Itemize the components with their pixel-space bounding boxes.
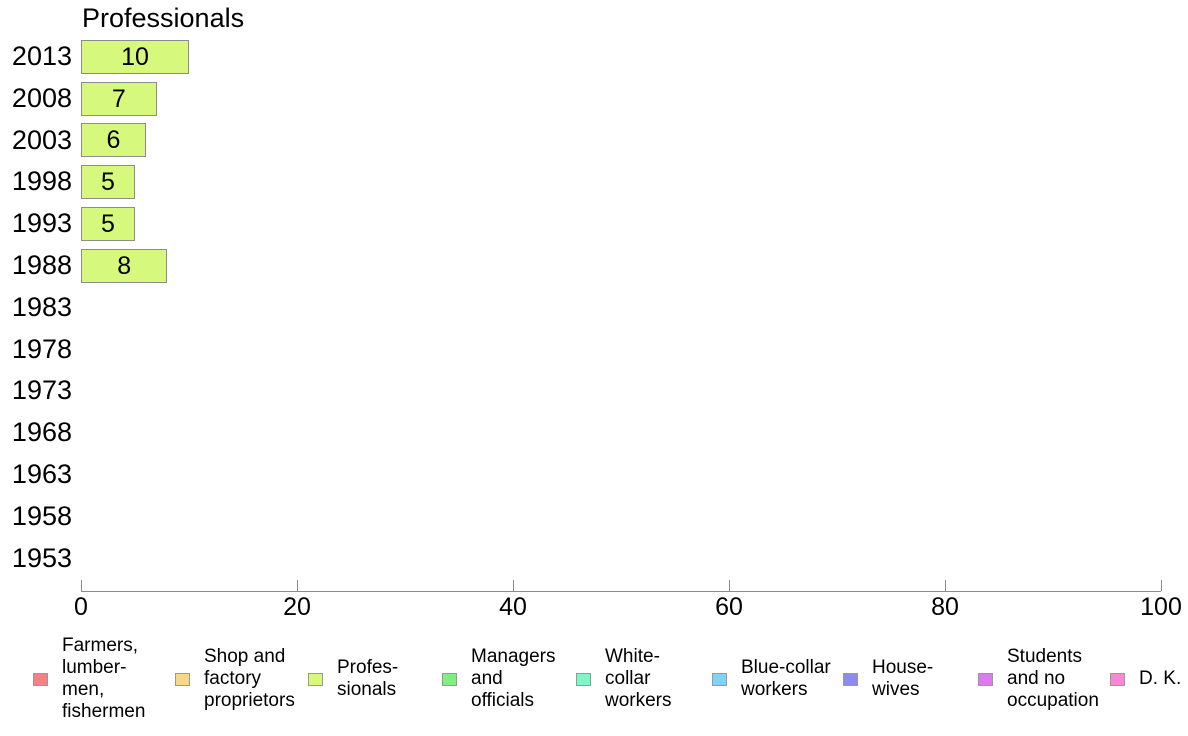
chart-row: 1953 <box>0 538 1188 580</box>
legend-item: D. K. <box>1110 668 1181 690</box>
legend-swatch <box>308 672 323 686</box>
legend-item: House- wives <box>843 657 933 701</box>
year-label: 2003 <box>11 124 72 155</box>
legend-swatch <box>442 672 457 686</box>
chart-row: 2008 7 <box>0 78 1188 120</box>
chart-row: 2013 10 <box>0 36 1188 78</box>
bar-value-label: 5 <box>101 168 115 197</box>
chart-row: 1993 5 <box>0 203 1188 245</box>
chart-rows: 2013 10 2008 7 2003 6 1998 5 1993 5 1988 8 1983 1978 1… <box>0 36 1188 579</box>
legend-swatch <box>33 672 48 686</box>
year-label: 1953 <box>11 542 72 573</box>
bar: 5 <box>81 207 135 242</box>
bar: 6 <box>81 123 146 158</box>
legend-item: Blue-collar workers <box>712 657 831 701</box>
legend-item: Managers and officials <box>442 646 556 712</box>
chart-row: 1958 <box>0 496 1188 538</box>
legend-label: Students and no occupation <box>1007 646 1099 711</box>
bar-value-label: 7 <box>111 84 126 113</box>
x-axis-tick-label: 100 <box>1140 593 1182 621</box>
legend-label: Managers and officials <box>471 646 556 711</box>
year-label: 1958 <box>11 500 72 531</box>
x-axis-tick <box>80 580 82 591</box>
x-axis-tick <box>296 580 298 591</box>
x-axis-tick-label: 0 <box>74 593 88 621</box>
legend-swatch <box>576 672 591 686</box>
bar: 8 <box>81 248 168 283</box>
legend-item: Shop and factory proprietors <box>175 646 295 712</box>
x-axis-tick <box>728 580 730 591</box>
legend-label: Shop and factory proprietors <box>204 646 295 711</box>
x-axis-tick <box>1160 580 1162 591</box>
year-label: 2013 <box>11 41 72 71</box>
x-axis-tick <box>944 580 946 591</box>
bar: 7 <box>81 81 157 116</box>
bar: 5 <box>81 165 135 200</box>
year-label: 1963 <box>11 458 72 489</box>
legend-label: White- collar workers <box>605 646 672 711</box>
year-label: 2008 <box>11 82 72 113</box>
bar-value-label: 10 <box>121 42 149 71</box>
legend-item: Profes- sionals <box>308 657 398 701</box>
bar: 10 <box>81 39 189 74</box>
legend-swatch <box>175 672 190 686</box>
chart-row: 1988 8 <box>0 245 1188 287</box>
year-label: 1988 <box>11 249 72 280</box>
chart-row: 1973 <box>0 370 1188 412</box>
x-axis-tick-label: 20 <box>283 593 311 621</box>
chart-row: 2003 6 <box>0 120 1188 162</box>
year-label: 1968 <box>11 417 72 448</box>
year-label: 1993 <box>11 208 72 239</box>
year-label: 1998 <box>11 166 72 197</box>
x-axis-line <box>81 591 1161 592</box>
legend-swatch <box>978 672 993 686</box>
x-axis-tick <box>512 580 514 591</box>
x-axis-tick-label: 40 <box>499 593 527 621</box>
bar-value-label: 5 <box>101 210 115 239</box>
chart-row: 1983 <box>0 287 1188 329</box>
legend-item: Students and no occupation <box>978 646 1099 712</box>
x-axis-tick-label: 60 <box>715 593 743 621</box>
bar-value-label: 6 <box>106 126 121 155</box>
legend-label: House- wives <box>872 657 934 700</box>
chart-row: 1998 5 <box>0 161 1188 203</box>
legend-swatch <box>843 672 858 686</box>
legend-label: Farmers, lumber- men, fishermen <box>62 635 146 722</box>
legend-label: D. K. <box>1139 668 1182 689</box>
chart-row: 1963 <box>0 454 1188 496</box>
bar-value-label: 8 <box>117 251 132 280</box>
chart-title: Professionals <box>82 3 245 33</box>
legend-swatch <box>1110 672 1125 686</box>
legend-item: Farmers, lumber- men, fishermen <box>33 635 145 723</box>
chart-row: 1968 <box>0 412 1188 454</box>
legend-label: Profes- sionals <box>337 657 399 700</box>
year-label: 1978 <box>11 333 72 364</box>
chart-row: 1978 <box>0 329 1188 371</box>
legend-label: Blue-collar workers <box>741 657 831 700</box>
x-axis-tick-label: 80 <box>931 593 959 621</box>
year-label: 1983 <box>11 291 72 322</box>
legend-swatch <box>712 672 727 686</box>
legend-item: White- collar workers <box>576 646 672 712</box>
year-label: 1973 <box>11 375 72 406</box>
